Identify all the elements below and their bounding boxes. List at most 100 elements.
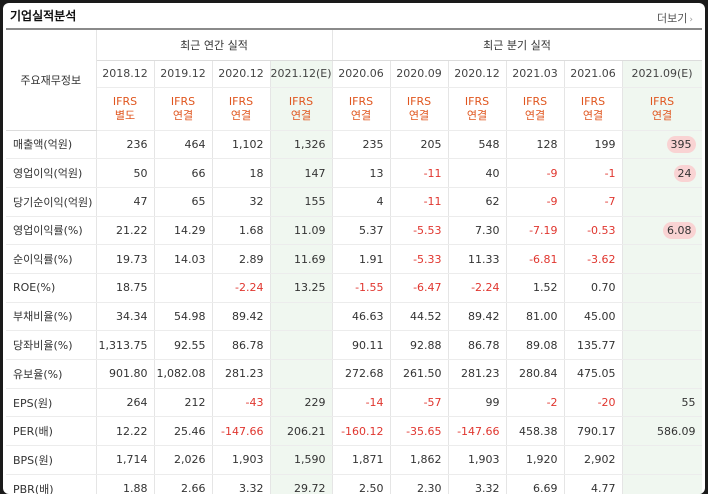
data-cell: 1.88	[96, 474, 155, 494]
period-header[interactable]: 2020.09	[390, 60, 449, 88]
data-cell: 1,862	[390, 445, 449, 475]
row-label[interactable]: 부채비율(%)	[6, 301, 97, 332]
table-row: 순이익률(%) 19.73 14.03 2.89 11.69 1.91 -5.33 11.33…	[6, 244, 702, 274]
standard-header: IFRS 연결	[564, 87, 623, 131]
group-quarterly: 최근 분기 실적	[331, 30, 702, 61]
data-cell: 13	[331, 158, 391, 188]
data-cell: 280.84	[506, 359, 565, 389]
data-cell: 47	[96, 187, 155, 217]
data-cell: -2.24	[212, 273, 271, 303]
data-cell	[622, 474, 702, 494]
data-cell: 1,903	[212, 445, 271, 475]
standard-header: IFRS 연결	[390, 87, 449, 131]
data-cell: 25.46	[154, 416, 213, 447]
data-cell: -2	[506, 387, 565, 418]
data-cell: 6.69	[506, 474, 565, 494]
data-cell: 1.68	[212, 215, 271, 246]
data-cell: -6.47	[390, 273, 449, 303]
more-link[interactable]: 더보기 ›	[657, 10, 693, 26]
data-cell: 1,871	[331, 445, 391, 475]
data-cell: 199	[564, 130, 623, 160]
standard-type: IFRS	[170, 94, 196, 108]
data-cell: 18.75	[96, 273, 155, 303]
data-cell: 212	[154, 387, 213, 418]
financial-summary-panel: 기업실적분석 더보기 › 주요재무정보 최근 연간 실적 최근 분기 실적 2018.1…	[3, 3, 705, 494]
row-label[interactable]: 매출액(억원)	[6, 130, 97, 160]
period-header[interactable]: 2019.12	[154, 60, 213, 88]
row-label[interactable]: BPS(원)	[6, 445, 97, 475]
data-cell: 2,026	[154, 445, 213, 475]
financial-table-wrapper: 주요재무정보 최근 연간 실적 최근 분기 실적 2018.12 2019.12 2020…	[6, 28, 702, 494]
data-cell: -57	[390, 387, 449, 418]
period-header[interactable]: 2020.06	[331, 60, 391, 88]
table-row: 영업이익(억원) 50 66 18 147 13 -11 40 -9 -1 24	[6, 158, 702, 188]
period-header[interactable]: 2020.12	[448, 60, 507, 88]
data-cell: -6.81	[506, 244, 565, 274]
row-label[interactable]: 당기순이익(억원)	[6, 187, 97, 217]
data-cell: -1	[564, 158, 623, 188]
period-header[interactable]: 2020.12	[212, 60, 271, 88]
row-label[interactable]: ROE(%)	[6, 273, 97, 303]
data-cell: 395	[622, 130, 702, 160]
row-label[interactable]: 순이익률(%)	[6, 244, 97, 274]
row-label[interactable]: 영업이익률(%)	[6, 215, 97, 246]
data-cell: 19.73	[96, 244, 155, 274]
data-cell	[622, 301, 702, 332]
data-cell: 272.68	[331, 359, 391, 389]
period-header[interactable]: 2021.12(E)	[270, 60, 333, 88]
period-header[interactable]: 2021.06	[564, 60, 623, 88]
table-row: 당기순이익(억원) 47 65 32 155 4 -11 62 -9 -7	[6, 187, 702, 217]
data-cell: 236	[96, 130, 155, 160]
highlighted-value: 6.08	[663, 221, 696, 239]
data-cell: 86.78	[448, 330, 507, 360]
data-cell: 29.72	[270, 474, 333, 494]
data-cell: 14.29	[154, 215, 213, 246]
data-cell: 261.50	[390, 359, 449, 389]
row-label[interactable]: 유보율(%)	[6, 359, 97, 389]
data-cell: 54.98	[154, 301, 213, 332]
chevron-right-icon: ›	[689, 15, 693, 25]
data-cell: -0.53	[564, 215, 623, 246]
row-label[interactable]: PER(배)	[6, 416, 97, 447]
standard-header: IFRS 연결	[270, 87, 333, 131]
data-cell: 458.38	[506, 416, 565, 447]
financial-table: 주요재무정보 최근 연간 실적 최근 분기 실적 2018.12 2019.12 2020…	[6, 30, 702, 494]
data-cell: 32	[212, 187, 271, 217]
data-cell: 11.09	[270, 215, 333, 246]
header-row-standards: IFRS 별도 IFRS 연결 IFRS 연결 IFRS 연결 IFRS 연결 IFRS 연결 IFRS…	[6, 87, 702, 131]
data-cell: 1,102	[212, 130, 271, 160]
standard-header: IFRS 연결	[506, 87, 565, 131]
data-cell: 548	[448, 130, 507, 160]
table-row: 유보율(%) 901.80 1,082.08 281.23 272.68 261.50 28…	[6, 359, 702, 389]
data-cell: 46.63	[331, 301, 391, 332]
data-cell: 89.08	[506, 330, 565, 360]
row-label[interactable]: 영업이익(억원)	[6, 158, 97, 188]
data-cell: -9	[506, 158, 565, 188]
data-cell	[622, 330, 702, 360]
group-annual: 최근 연간 실적	[96, 30, 333, 61]
standard-header: IFRS 별도	[96, 87, 155, 131]
row-label[interactable]: PBR(배)	[6, 474, 97, 494]
data-cell: 1,903	[448, 445, 507, 475]
standard-type: IFRS	[522, 94, 548, 108]
data-cell: 147	[270, 158, 333, 188]
data-cell: -147.66	[212, 416, 271, 447]
standard-scope: 연결	[651, 108, 673, 122]
data-cell: 24	[622, 158, 702, 188]
data-cell: 464	[154, 130, 213, 160]
row-label[interactable]: EPS(원)	[6, 387, 97, 418]
header-row-groups: 주요재무정보 최근 연간 실적 최근 분기 실적	[6, 30, 702, 131]
data-cell	[622, 187, 702, 217]
row-label[interactable]: 당좌비율(%)	[6, 330, 97, 360]
data-cell: 901.80	[96, 359, 155, 389]
standard-scope: 연결	[350, 108, 372, 122]
period-header[interactable]: 2021.09(E)	[622, 60, 702, 88]
data-cell: 3.32	[212, 474, 271, 494]
data-cell: 14.03	[154, 244, 213, 274]
data-cell: 92.88	[390, 330, 449, 360]
period-header[interactable]: 2021.03	[506, 60, 565, 88]
period-header[interactable]: 2018.12	[96, 60, 155, 88]
data-cell: 1,714	[96, 445, 155, 475]
data-cell: 34.34	[96, 301, 155, 332]
data-cell: -11	[390, 187, 449, 217]
